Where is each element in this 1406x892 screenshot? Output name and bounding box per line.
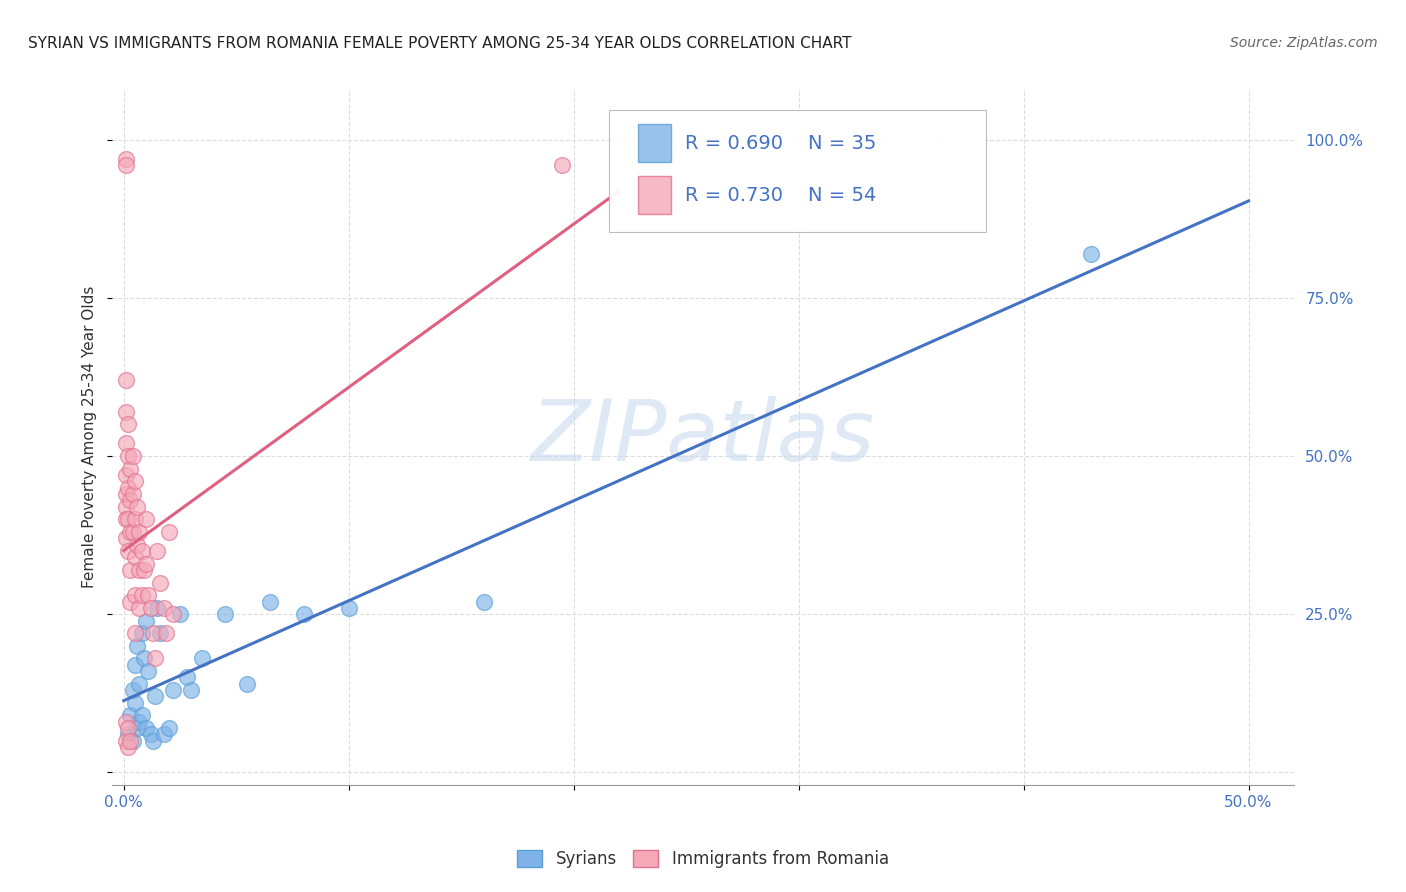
Point <box>162 607 184 622</box>
Point <box>138 664 160 678</box>
Point <box>153 600 176 615</box>
Point <box>115 152 138 166</box>
Text: ZIPatlas: ZIPatlas <box>531 395 875 479</box>
Point <box>139 600 162 615</box>
Point <box>149 575 172 590</box>
Point <box>120 461 142 475</box>
Point <box>146 600 169 615</box>
Point <box>121 487 143 501</box>
FancyBboxPatch shape <box>638 124 671 162</box>
Point <box>157 721 180 735</box>
Point <box>128 563 150 577</box>
Point <box>124 588 146 602</box>
Point <box>124 512 146 526</box>
Point <box>115 405 138 419</box>
Point <box>115 531 138 545</box>
Point <box>115 512 138 526</box>
Point <box>135 614 157 628</box>
Text: R = 0.690    N = 35: R = 0.690 N = 35 <box>685 134 877 153</box>
Point <box>120 563 142 577</box>
Point <box>115 373 138 387</box>
Text: R = 0.730    N = 54: R = 0.730 N = 54 <box>685 186 877 205</box>
Point <box>117 512 139 526</box>
Text: SYRIAN VS IMMIGRANTS FROM ROMANIA FEMALE POVERTY AMONG 25-34 YEAR OLDS CORRELATI: SYRIAN VS IMMIGRANTS FROM ROMANIA FEMALE… <box>28 36 852 51</box>
Point <box>117 721 139 735</box>
Point <box>121 733 143 747</box>
Point <box>117 417 139 432</box>
Point <box>124 550 146 565</box>
Point <box>236 677 259 691</box>
Point <box>120 733 142 747</box>
Point <box>115 733 138 747</box>
Point <box>337 600 360 615</box>
Point <box>146 544 169 558</box>
Point <box>128 677 150 691</box>
Point <box>551 158 574 172</box>
Point <box>128 600 150 615</box>
Point <box>153 727 176 741</box>
Point <box>115 436 138 450</box>
Point <box>115 714 138 729</box>
Point <box>115 158 138 172</box>
Point <box>117 481 139 495</box>
Point <box>124 626 146 640</box>
Point <box>131 708 153 723</box>
Point <box>127 639 149 653</box>
Point <box>292 607 315 622</box>
Point <box>155 626 177 640</box>
Point <box>472 594 495 608</box>
FancyBboxPatch shape <box>638 177 671 214</box>
Legend: Syrians, Immigrants from Romania: Syrians, Immigrants from Romania <box>510 843 896 875</box>
Point <box>120 524 142 539</box>
Point <box>131 544 153 558</box>
Point <box>124 475 146 489</box>
Point <box>115 500 138 514</box>
Point <box>135 557 157 571</box>
Point <box>131 588 153 602</box>
Point <box>121 449 143 463</box>
Point <box>214 607 236 622</box>
Point <box>117 449 139 463</box>
Point <box>162 683 184 698</box>
Point <box>131 626 153 640</box>
Point <box>128 524 150 539</box>
Point <box>121 683 143 698</box>
Point <box>143 690 166 704</box>
Point <box>128 714 150 729</box>
Point <box>121 524 143 539</box>
Point <box>180 683 202 698</box>
Point <box>127 721 149 735</box>
Point <box>117 544 139 558</box>
FancyBboxPatch shape <box>609 110 987 232</box>
Point <box>135 721 157 735</box>
Point <box>157 524 180 539</box>
Point <box>1080 246 1102 260</box>
Point <box>127 538 149 552</box>
Point <box>149 626 172 640</box>
Point <box>127 500 149 514</box>
Point <box>176 670 198 684</box>
Point <box>139 727 162 741</box>
Point <box>117 739 139 754</box>
Point <box>143 651 166 665</box>
Text: Source: ZipAtlas.com: Source: ZipAtlas.com <box>1230 36 1378 50</box>
Point <box>132 651 155 665</box>
Point <box>115 468 138 483</box>
Point <box>120 708 142 723</box>
Point <box>124 696 146 710</box>
Point <box>142 626 165 640</box>
Point <box>138 588 160 602</box>
Point <box>191 651 214 665</box>
Point <box>135 512 157 526</box>
Point <box>120 493 142 508</box>
Point <box>120 594 142 608</box>
Point <box>124 657 146 672</box>
Point <box>115 487 138 501</box>
Point <box>132 563 155 577</box>
Point <box>142 733 165 747</box>
Point <box>259 594 281 608</box>
Y-axis label: Female Poverty Among 25-34 Year Olds: Female Poverty Among 25-34 Year Olds <box>82 286 97 588</box>
Point <box>169 607 191 622</box>
Point <box>117 727 139 741</box>
